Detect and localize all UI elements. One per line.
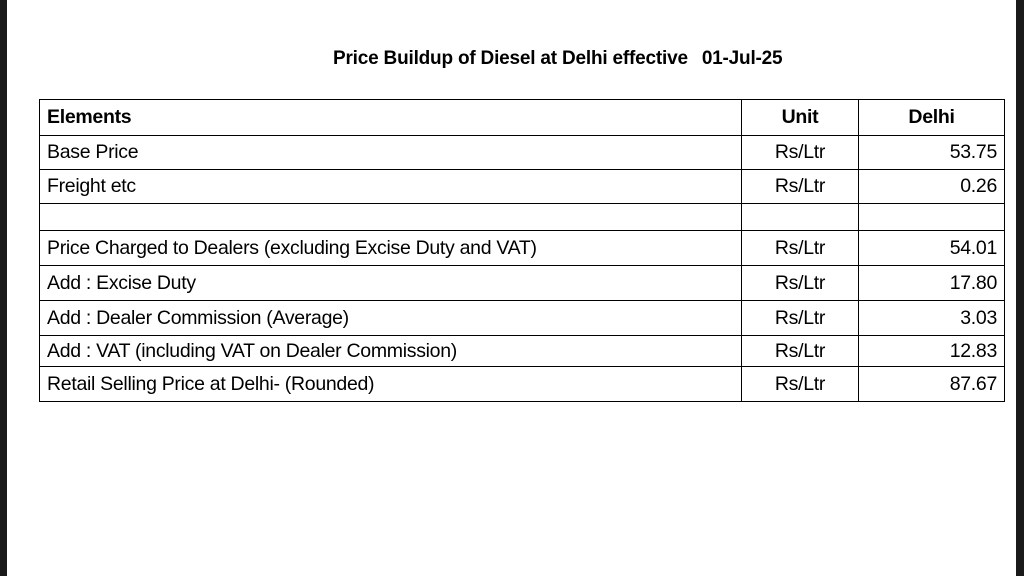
row-value: 54.01	[858, 230, 1005, 266]
document-title: Price Buildup of Diesel at Delhi effecti…	[333, 48, 783, 70]
row-unit: Rs/Ltr	[741, 169, 859, 204]
row-unit: Rs/Ltr	[741, 230, 859, 266]
row-element: Retail Selling Price at Delhi- (Rounded)	[39, 366, 742, 402]
table-row: Freight etc Rs/Ltr 0.26	[39, 169, 1005, 204]
row-value: 53.75	[858, 135, 1005, 170]
row-element: Add : Dealer Commission (Average)	[39, 300, 742, 336]
table-row: Add : Dealer Commission (Average) Rs/Ltr…	[39, 300, 1005, 336]
row-unit: Rs/Ltr	[741, 300, 859, 336]
table-header-row: Elements Unit Delhi	[39, 99, 1005, 136]
row-unit: Rs/Ltr	[741, 135, 859, 170]
header-unit: Unit	[741, 99, 859, 136]
header-delhi: Delhi	[858, 99, 1005, 136]
price-buildup-table: Elements Unit Delhi Base Price Rs/Ltr 53…	[39, 99, 1005, 402]
row-element: Add : Excise Duty	[39, 265, 742, 301]
row-value	[858, 203, 1005, 231]
left-edge	[0, 0, 7, 576]
row-unit: Rs/Ltr	[741, 366, 859, 402]
row-element: Add : VAT (including VAT on Dealer Commi…	[39, 335, 742, 367]
title-text: Price Buildup of Diesel at Delhi effecti…	[333, 48, 688, 69]
right-edge	[1016, 0, 1024, 576]
title-date: 01-Jul-25	[701, 48, 783, 69]
row-value: 87.67	[858, 366, 1005, 402]
row-element: Freight etc	[39, 169, 742, 204]
table-row: Add : VAT (including VAT on Dealer Commi…	[39, 335, 1005, 367]
table-row: Add : Excise Duty Rs/Ltr 17.80	[39, 265, 1005, 301]
header-elements: Elements	[39, 99, 742, 136]
row-value: 12.83	[858, 335, 1005, 367]
row-element	[39, 203, 742, 231]
table-row: Price Charged to Dealers (excluding Exci…	[39, 230, 1005, 266]
table-row-blank	[39, 203, 1005, 231]
row-value: 17.80	[858, 265, 1005, 301]
row-unit: Rs/Ltr	[741, 265, 859, 301]
row-element: Price Charged to Dealers (excluding Exci…	[39, 230, 742, 266]
table-row: Base Price Rs/Ltr 53.75	[39, 135, 1005, 170]
row-element: Base Price	[39, 135, 742, 170]
row-value: 0.26	[858, 169, 1005, 204]
row-unit: Rs/Ltr	[741, 335, 859, 367]
row-unit	[741, 203, 859, 231]
row-value: 3.03	[858, 300, 1005, 336]
table-row: Retail Selling Price at Delhi- (Rounded)…	[39, 366, 1005, 402]
